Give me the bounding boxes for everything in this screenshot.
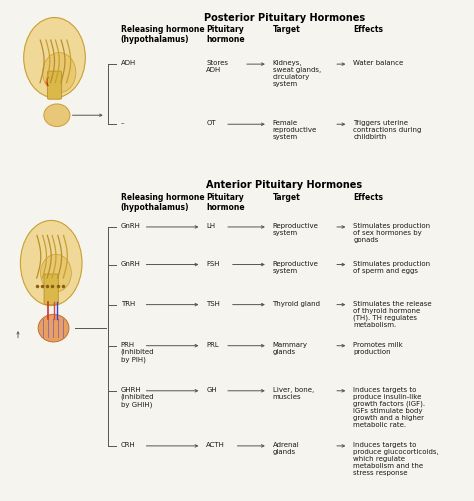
- Text: Stimulates production
of sex hormones by
gonads: Stimulates production of sex hormones by…: [353, 223, 430, 243]
- Text: CRH: CRH: [121, 442, 136, 448]
- Text: –: –: [121, 120, 124, 126]
- Text: GHRH
(inhibited
by GHIH): GHRH (inhibited by GHIH): [121, 387, 155, 408]
- Text: Effects: Effects: [353, 193, 383, 202]
- Text: Adrenal
glands: Adrenal glands: [273, 442, 299, 455]
- Text: OT: OT: [206, 120, 216, 126]
- Text: Effects: Effects: [353, 25, 383, 34]
- Text: Triggers uterine
contractions during
childbirth: Triggers uterine contractions during chi…: [353, 120, 421, 140]
- Text: ACTH: ACTH: [206, 442, 225, 448]
- Text: GnRH: GnRH: [121, 223, 141, 229]
- Text: Induces targets to
produce glucocorticoids,
which regulate
metabolism and the
st: Induces targets to produce glucocorticoi…: [353, 442, 439, 476]
- Ellipse shape: [40, 255, 71, 292]
- Text: Pituitary
hormone: Pituitary hormone: [206, 193, 245, 212]
- FancyBboxPatch shape: [44, 274, 58, 305]
- Text: Posterior Pituitary Hormones: Posterior Pituitary Hormones: [204, 13, 365, 23]
- Ellipse shape: [24, 18, 85, 98]
- Text: Stimulates production
of sperm and eggs: Stimulates production of sperm and eggs: [353, 261, 430, 274]
- Text: Water balance: Water balance: [353, 60, 403, 66]
- Text: PRL: PRL: [206, 342, 219, 348]
- Text: Reproductive
system: Reproductive system: [273, 261, 319, 274]
- Text: GnRH: GnRH: [121, 261, 141, 267]
- Text: Stores
ADH: Stores ADH: [206, 60, 228, 73]
- Text: Female
reproductive
system: Female reproductive system: [273, 120, 317, 140]
- Ellipse shape: [38, 315, 69, 342]
- Text: Releasing hormone
(hypothalamus): Releasing hormone (hypothalamus): [121, 25, 204, 45]
- Text: Promotes milk
production: Promotes milk production: [353, 342, 403, 355]
- Text: Reproductive
system: Reproductive system: [273, 223, 319, 236]
- Text: FSH: FSH: [206, 261, 219, 267]
- Text: Induces targets to
produce insulin-like
growth factors (IGF).
IGFs stimulate bod: Induces targets to produce insulin-like …: [353, 387, 425, 428]
- Text: ADH: ADH: [121, 60, 136, 66]
- Text: Kidneys,
sweat glands,
circulatory
system: Kidneys, sweat glands, circulatory syste…: [273, 60, 321, 87]
- Text: GH: GH: [206, 387, 217, 393]
- FancyBboxPatch shape: [47, 71, 62, 99]
- Ellipse shape: [44, 104, 70, 127]
- Text: Mammary
glands: Mammary glands: [273, 342, 308, 355]
- Text: Releasing hormone
(hypothalamus): Releasing hormone (hypothalamus): [121, 193, 204, 212]
- Text: Stimulates the release
of thyroid hormone
(TH). TH regulates
metabolism.: Stimulates the release of thyroid hormon…: [353, 301, 432, 328]
- Text: TSH: TSH: [206, 301, 220, 307]
- Ellipse shape: [43, 53, 76, 93]
- Text: Liver, bone,
muscles: Liver, bone, muscles: [273, 387, 314, 400]
- Text: TRH: TRH: [121, 301, 135, 307]
- Text: Thyroid gland: Thyroid gland: [273, 301, 320, 307]
- Text: Target: Target: [273, 25, 301, 34]
- Text: Pituitary
hormone: Pituitary hormone: [206, 25, 245, 45]
- Text: Target: Target: [273, 193, 301, 202]
- Text: Anterior Pituitary Hormones: Anterior Pituitary Hormones: [206, 180, 363, 190]
- Text: PRH
(inhibited
by PIH): PRH (inhibited by PIH): [121, 342, 155, 363]
- Text: LH: LH: [206, 223, 215, 229]
- Ellipse shape: [20, 220, 82, 306]
